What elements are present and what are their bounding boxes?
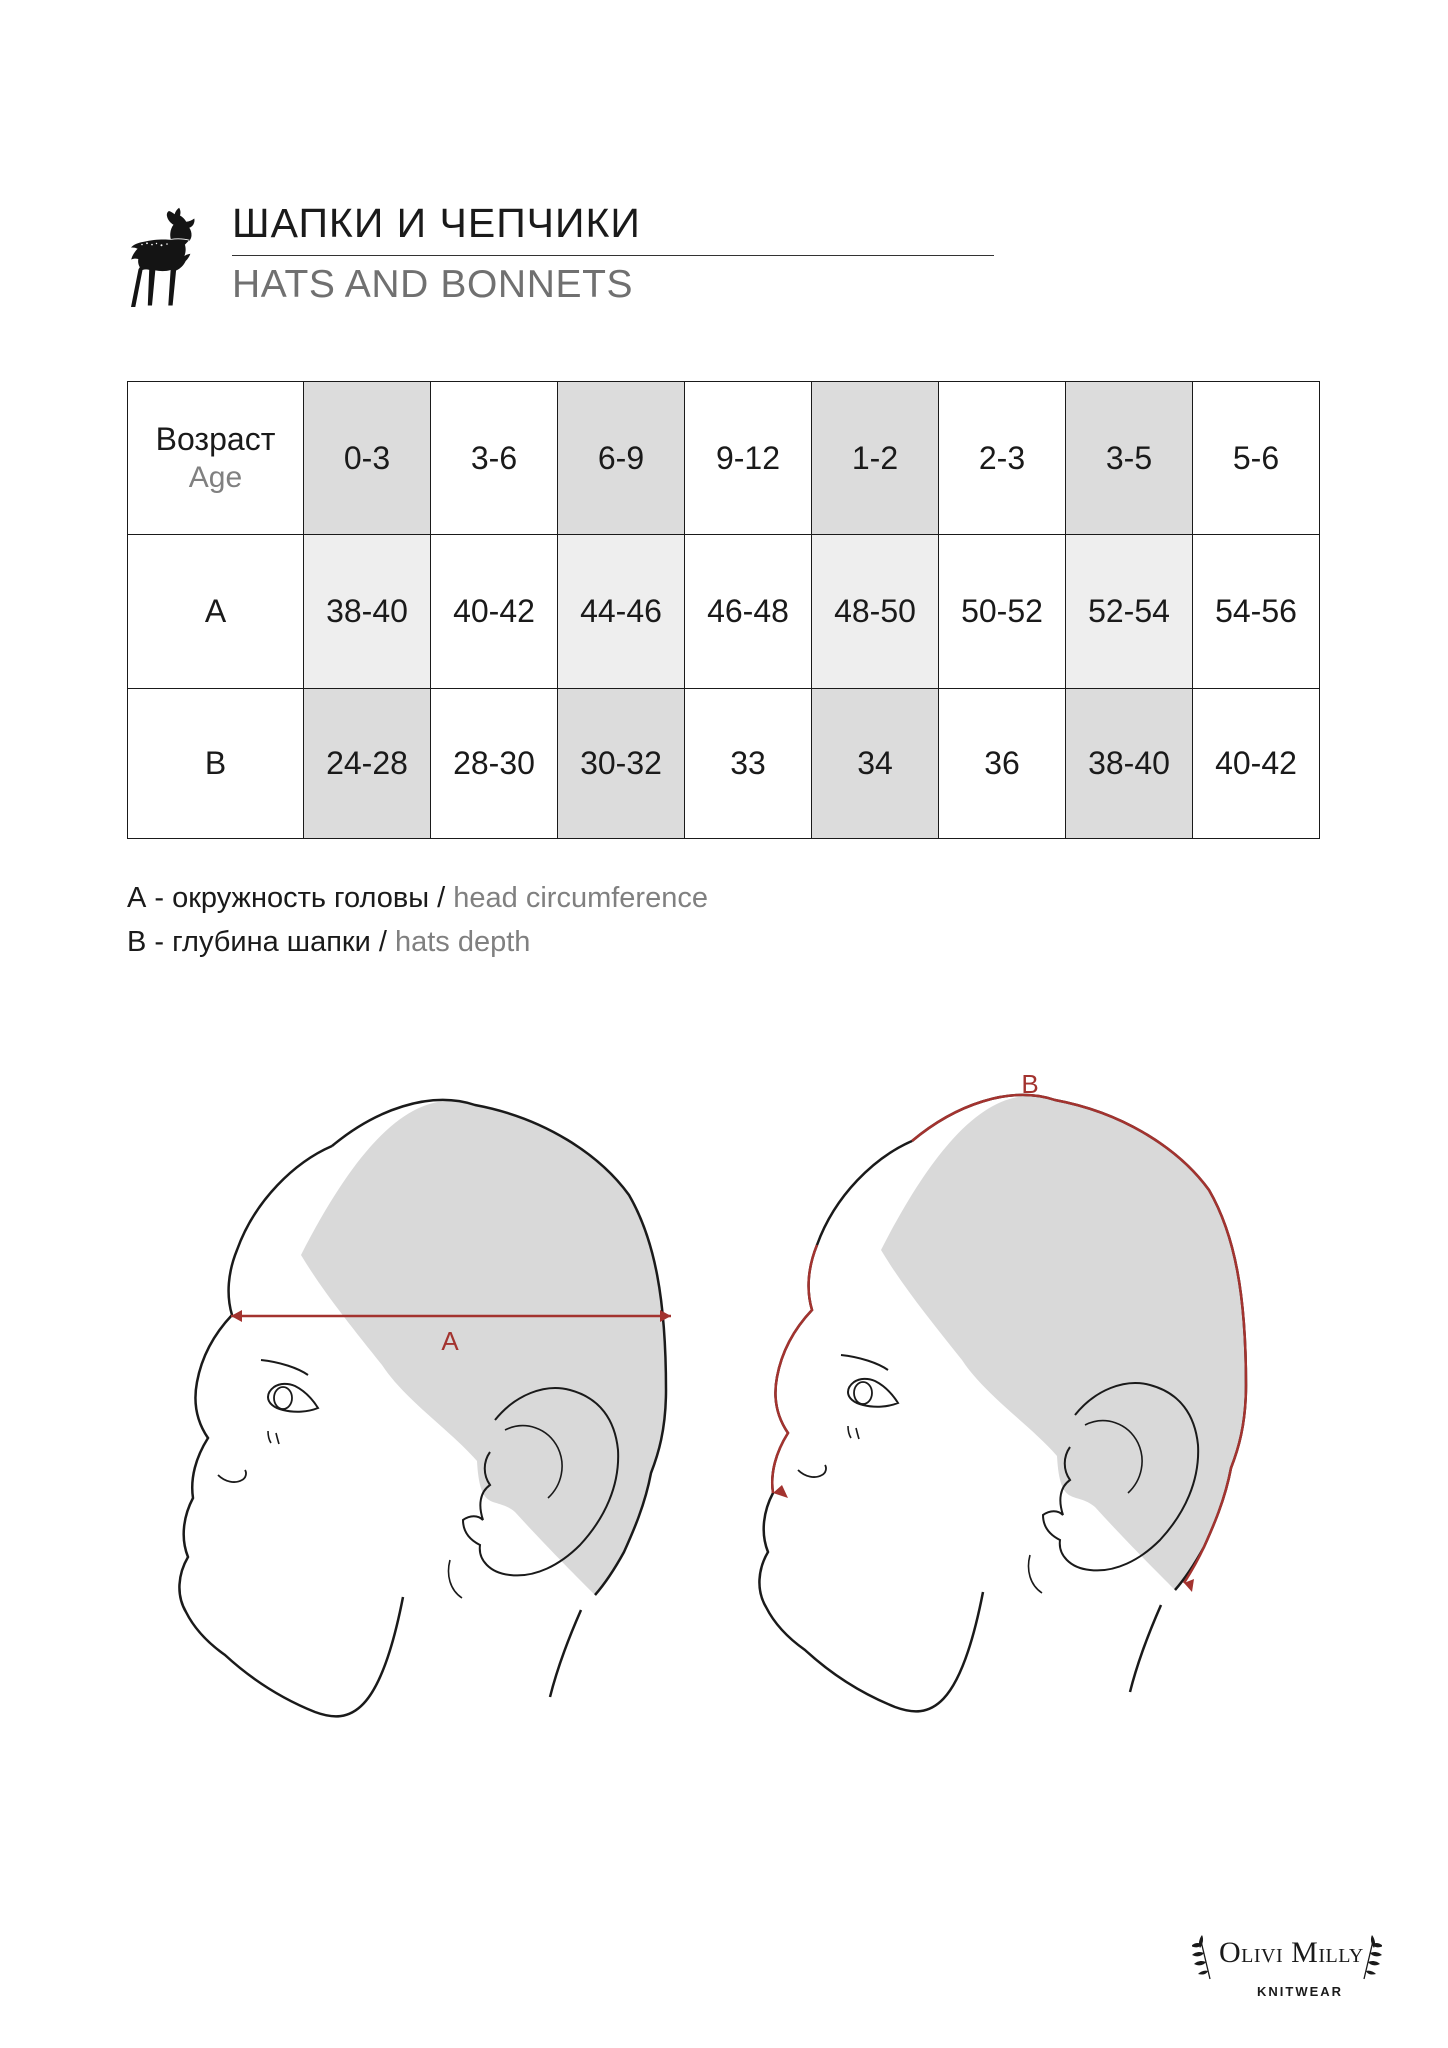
svg-text:A: A	[441, 1326, 459, 1356]
svg-text:B: B	[1021, 1069, 1038, 1099]
